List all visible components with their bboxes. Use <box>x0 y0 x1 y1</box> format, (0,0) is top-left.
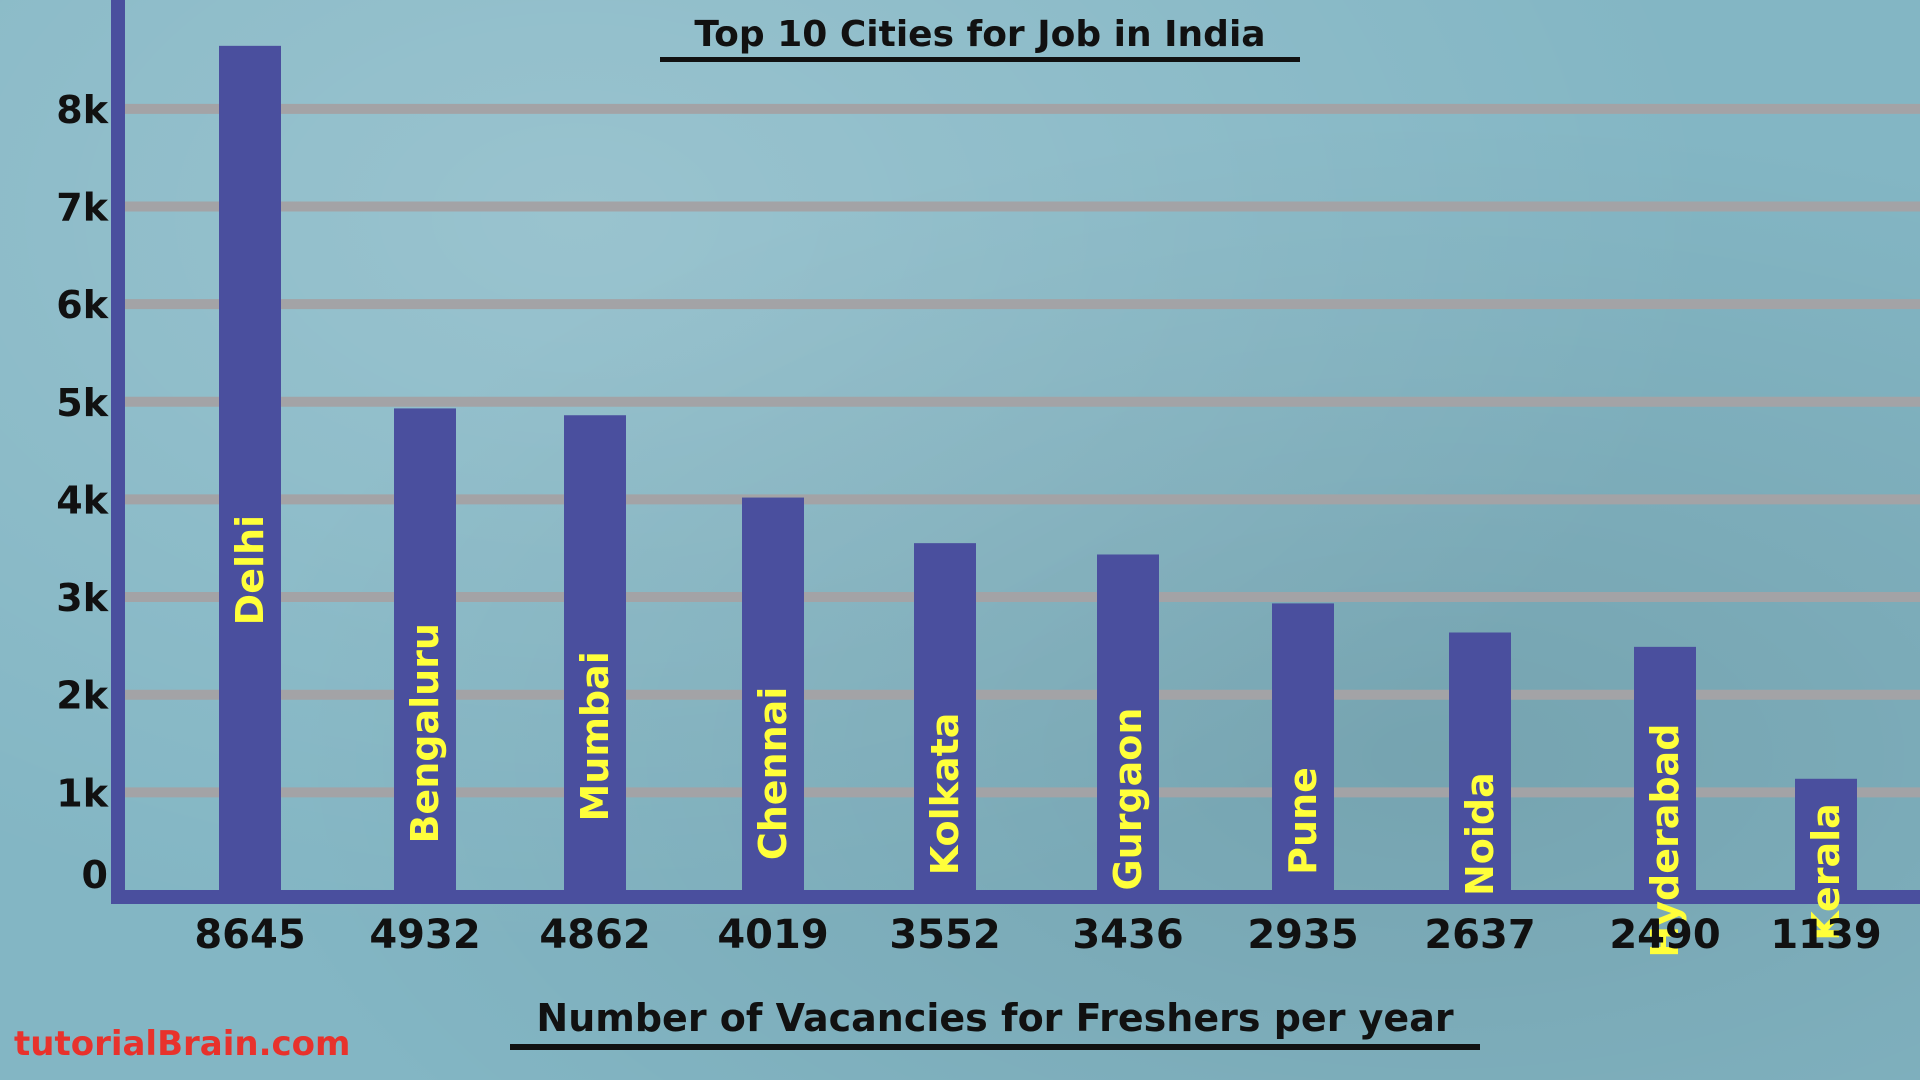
y-tick-label: 1k <box>56 771 108 815</box>
category-label: Kolkata <box>923 713 967 876</box>
y-tick-label: 0 <box>82 853 108 897</box>
y-tick-label: 8k <box>56 88 108 132</box>
category-label: Pune <box>1281 767 1325 875</box>
y-tick-label: 3k <box>56 576 108 620</box>
bar <box>219 45 281 890</box>
bar <box>394 408 456 890</box>
category-label: Chennai <box>751 687 795 861</box>
bar <box>1634 646 1696 890</box>
bar <box>1795 778 1857 890</box>
category-label: Mumbai <box>573 651 617 821</box>
category-label: Bengaluru <box>403 623 447 844</box>
value-label: 2490 <box>1609 912 1720 958</box>
bar <box>564 415 626 890</box>
bar <box>1449 632 1511 890</box>
chart-title: Top 10 Cities for Job in India <box>660 14 1300 62</box>
y-tick-label: 2k <box>56 674 108 718</box>
value-label: 4932 <box>369 912 480 958</box>
value-label: 2637 <box>1424 912 1535 958</box>
value-label: 3436 <box>1072 912 1183 958</box>
value-label: 1139 <box>1770 912 1881 958</box>
bar <box>1097 554 1159 890</box>
site-watermark: tutorialBrain.com <box>14 1024 351 1064</box>
y-tick-label: 6k <box>56 283 108 327</box>
value-label: 3552 <box>889 912 1000 958</box>
bar <box>1272 603 1334 890</box>
y-tick-label: 5k <box>56 381 108 425</box>
category-label: Delhi <box>228 515 272 625</box>
x-axis-title: Number of Vacancies for Freshers per yea… <box>510 996 1480 1050</box>
y-tick-label: 7k <box>56 185 108 229</box>
bar <box>914 543 976 890</box>
bar <box>742 497 804 890</box>
category-label: Gurgaon <box>1106 708 1150 891</box>
value-label: 4019 <box>717 912 828 958</box>
value-label: 8645 <box>194 912 305 958</box>
category-label: Kerala <box>1804 803 1848 941</box>
category-label: Noida <box>1458 772 1502 896</box>
category-label: Hyderabad <box>1643 724 1687 958</box>
value-label: 4862 <box>539 912 650 958</box>
value-label: 2935 <box>1247 912 1358 958</box>
y-tick-label: 4k <box>56 478 108 522</box>
